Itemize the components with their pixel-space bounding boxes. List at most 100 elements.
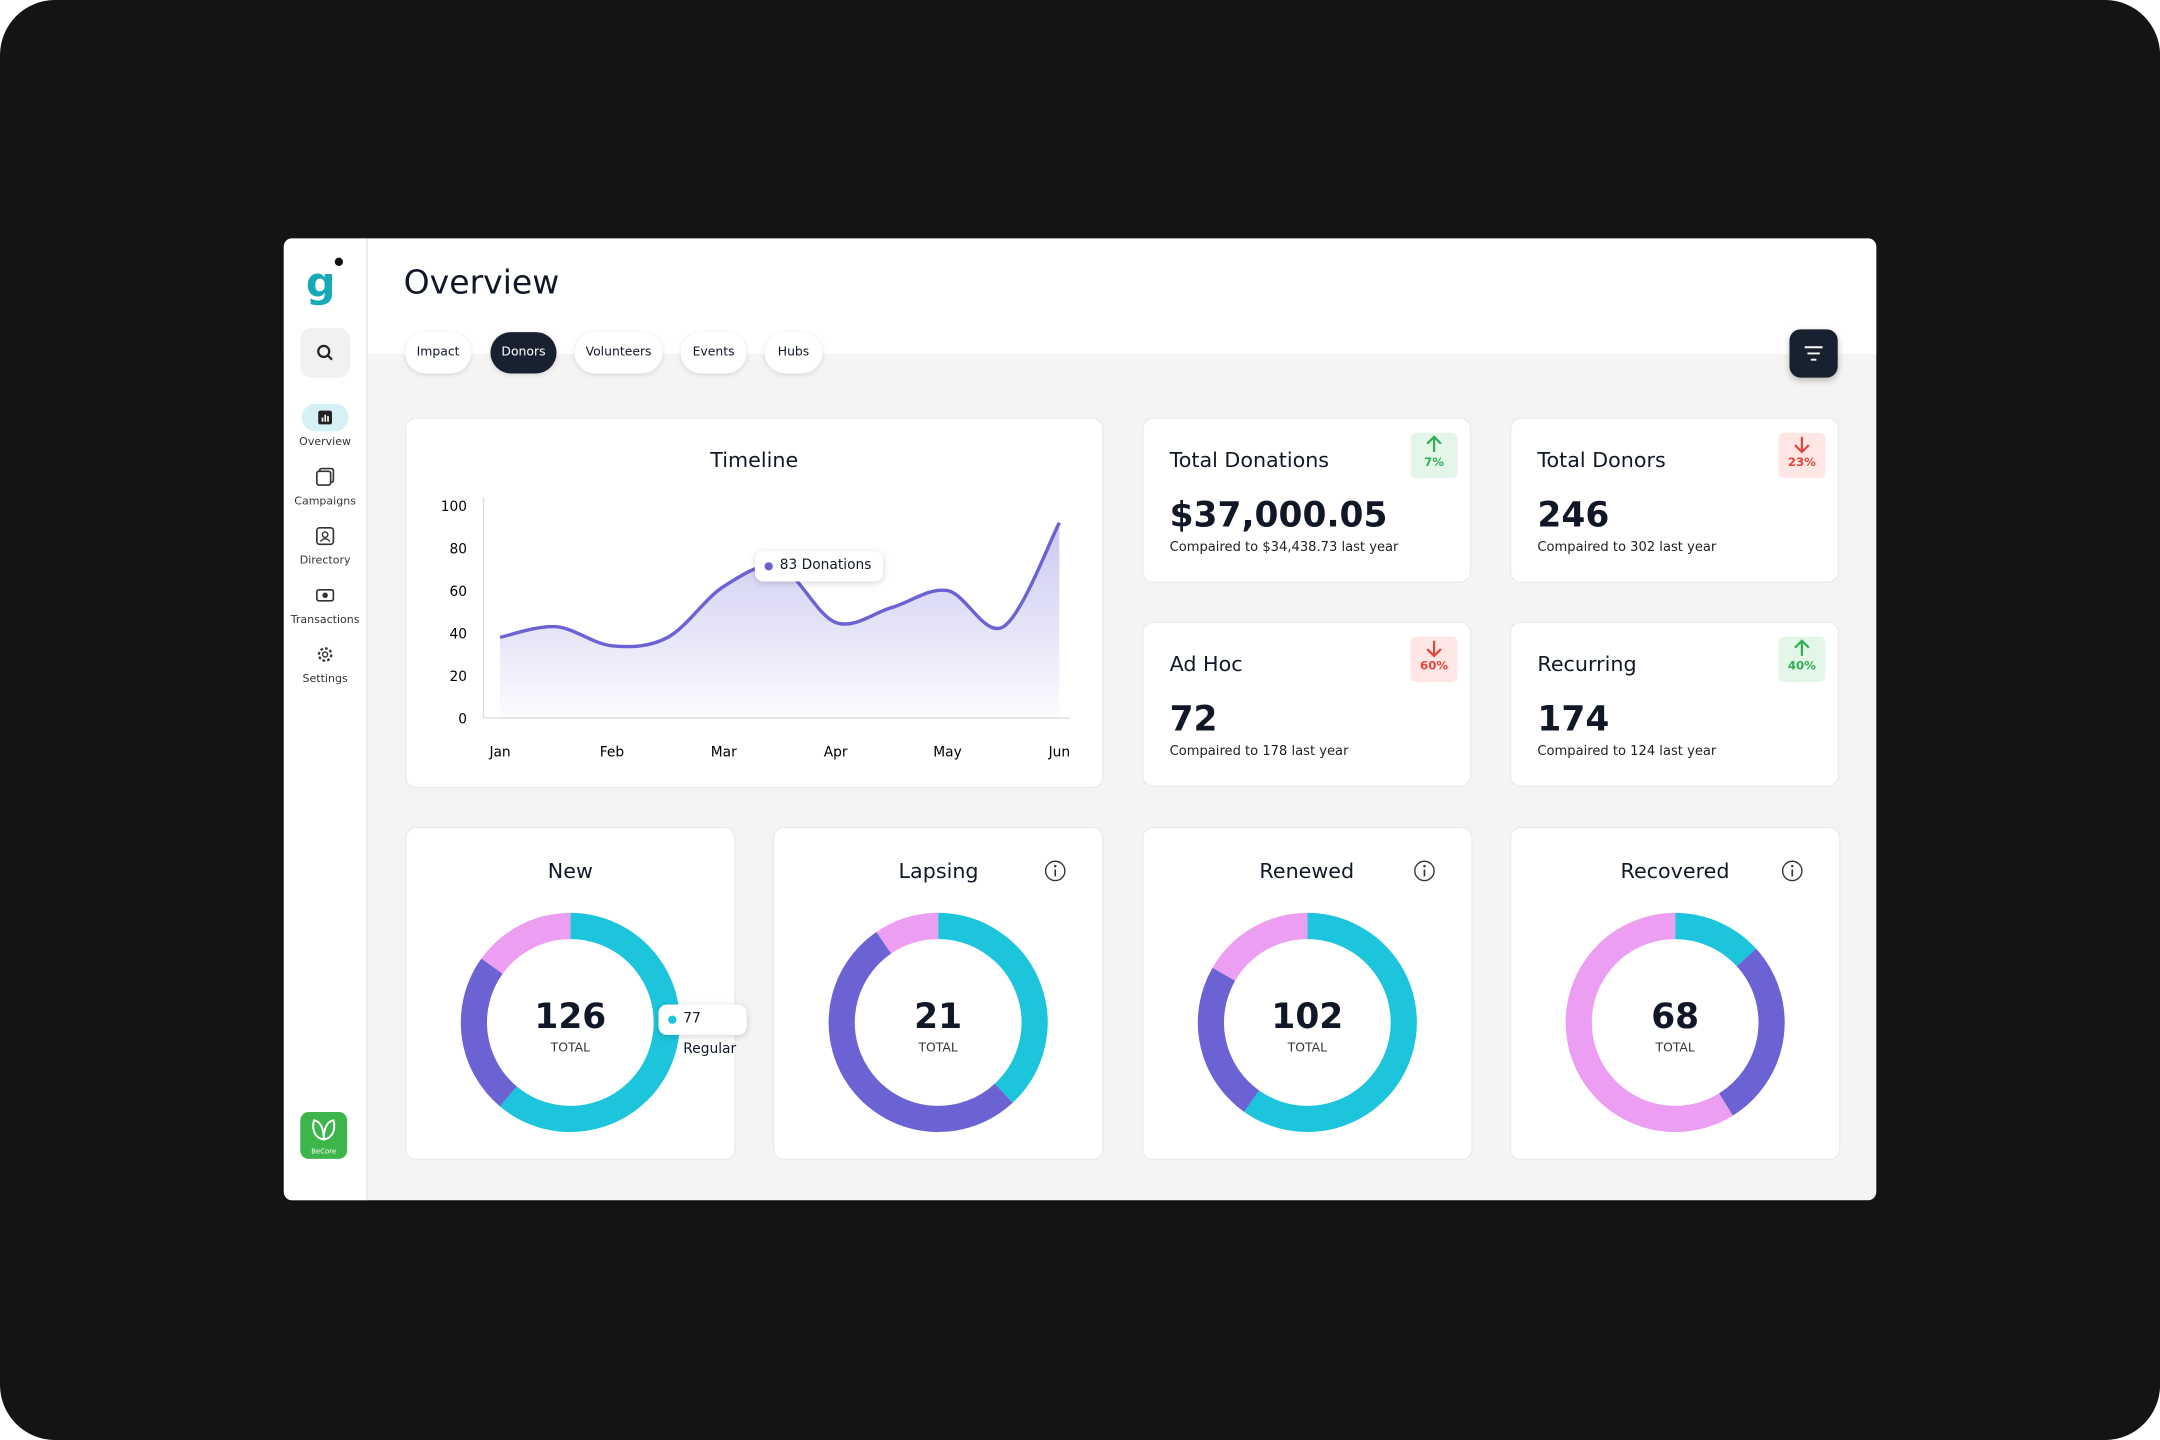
tab[interactable]: Impact xyxy=(405,332,472,374)
info-dot xyxy=(1054,864,1057,868)
y-tick-label: 100 xyxy=(441,499,467,515)
arrow-icon xyxy=(1794,639,1810,656)
card: Total Donations $37,000.05 Compaired to $3… xyxy=(1142,417,1472,583)
chart-title: Timeline xyxy=(710,447,799,473)
logo-text: g xyxy=(306,258,336,306)
donut-segment xyxy=(1718,948,1785,1116)
info-dot xyxy=(1790,864,1794,868)
donut: 68 TOTAL xyxy=(1565,912,1785,1132)
card: Recovered 68 TOTAL xyxy=(1509,826,1841,1161)
change-value: 23% xyxy=(1787,456,1816,470)
donut: 126 TOTAL xyxy=(460,912,680,1132)
card: Renewed 102 TOTAL xyxy=(1141,826,1473,1161)
info-dot xyxy=(1422,864,1426,868)
nav-label: Overview xyxy=(299,435,352,448)
tooltip: 77 Regular xyxy=(658,1004,748,1057)
arrow xyxy=(1426,640,1442,658)
app-window: g Overview Campaigns Directory Transacti… xyxy=(283,238,1877,1201)
donut-total-label: TOTAL xyxy=(550,1039,590,1054)
becore-badge[interactable]: BeCore xyxy=(300,1112,348,1159)
info-ring xyxy=(1413,860,1435,882)
donut-title: New xyxy=(547,858,593,884)
logo-dot xyxy=(334,257,344,266)
nav-item[interactable]: Settings xyxy=(284,641,367,685)
badge-label: BeCore xyxy=(311,1147,337,1157)
change-value: 7% xyxy=(1424,456,1445,470)
change-value: 60% xyxy=(1420,660,1449,674)
x-tick-label: Feb xyxy=(600,745,624,761)
tab[interactable]: Volunteers xyxy=(574,332,663,374)
logo: g xyxy=(306,257,344,306)
nav-label: Transactions xyxy=(290,613,360,626)
y-tick-label: 20 xyxy=(449,669,467,685)
donut-total-label: TOTAL xyxy=(1654,1039,1694,1054)
area xyxy=(500,522,1060,718)
search-button[interactable] xyxy=(300,327,350,378)
info-icon xyxy=(1413,860,1435,882)
card: Lapsing 21 TOTAL xyxy=(773,826,1104,1161)
stat-compare: Compaired to 124 last year xyxy=(1537,744,1717,760)
donut: 21 TOTAL xyxy=(829,912,1049,1133)
donut: 102 TOTAL xyxy=(1197,912,1417,1132)
arrow xyxy=(1794,639,1810,656)
change-badge: 7% xyxy=(1410,432,1458,479)
donut-segment xyxy=(1211,912,1308,982)
card: New 126 TOTAL xyxy=(405,826,736,1161)
donut-segment xyxy=(460,958,518,1107)
arrow xyxy=(1426,435,1442,452)
donut-segment xyxy=(481,912,571,975)
nav-label: Settings xyxy=(302,672,348,685)
tab[interactable]: Hubs xyxy=(764,332,823,374)
donut-segment xyxy=(1674,912,1756,967)
stat-value: 72 xyxy=(1169,698,1218,739)
search-icon xyxy=(317,344,333,361)
arrow-icon xyxy=(1426,435,1442,452)
y-tick-label: 0 xyxy=(458,711,467,727)
stat-value: 246 xyxy=(1537,494,1610,535)
tooltip-text: 77 Regular xyxy=(683,1011,737,1057)
donut-segment xyxy=(829,931,1014,1133)
tab[interactable]: Donors xyxy=(490,332,557,374)
change-badge: 23% xyxy=(1778,432,1826,479)
stat-compare: Compaired to $34,438.73 last year xyxy=(1169,540,1399,556)
card: Timeline 0 20 40 60 80 100 Jan Feb Mar Apr May Jun 83… xyxy=(405,417,1104,789)
tab[interactable]: Events xyxy=(680,332,747,374)
change-badge: 40% xyxy=(1778,636,1826,683)
arrow xyxy=(1794,436,1810,454)
tooltip-text: 83 Donations xyxy=(779,558,872,574)
donut-segment xyxy=(876,912,939,954)
card: Recurring 174 Compaired to 124 last year 40… xyxy=(1509,621,1840,787)
card: Ad Hoc 72 Compaired to 178 last year 60% xyxy=(1142,621,1472,787)
x-tick-label: Apr xyxy=(824,745,848,761)
donut-segment xyxy=(1565,912,1733,1132)
arrow-icon xyxy=(1426,640,1442,658)
line-chart: 0 20 40 60 80 100 Jan Feb Mar Apr May Jun xyxy=(441,497,1071,761)
nav-item[interactable]: Campaigns xyxy=(284,463,367,507)
nav-label: Campaigns xyxy=(294,494,356,508)
nav-item[interactable]: Overview xyxy=(284,403,367,448)
tooltip-dot xyxy=(668,1015,677,1024)
tooltip: 83 Donations xyxy=(754,551,883,582)
tooltip-dot xyxy=(764,562,773,571)
donut-title: Lapsing xyxy=(898,858,979,884)
stat-value: $37,000.05 xyxy=(1169,494,1388,535)
nav-item[interactable]: Directory xyxy=(284,522,367,566)
x-tick-label: Jan xyxy=(488,745,510,761)
y-tick-label: 80 xyxy=(449,542,467,558)
info-icon xyxy=(1781,860,1803,882)
donut-total: 126 xyxy=(534,997,606,1037)
stat-title: Ad Hoc xyxy=(1169,651,1243,677)
nav-item[interactable]: Transactions xyxy=(284,582,367,626)
info-icon xyxy=(1045,860,1066,882)
y-tick-label: 60 xyxy=(449,584,467,600)
filter-button[interactable] xyxy=(1789,329,1838,378)
stat-title: Total Donors xyxy=(1537,447,1666,473)
donut-segment xyxy=(1197,967,1259,1112)
donut-title: Renewed xyxy=(1259,858,1355,884)
donut-total-label: TOTAL xyxy=(1286,1039,1326,1054)
stat-title: Recurring xyxy=(1537,651,1637,677)
stat-compare: Compaired to 302 last year xyxy=(1537,540,1717,556)
donut-title: Recovered xyxy=(1620,858,1730,884)
